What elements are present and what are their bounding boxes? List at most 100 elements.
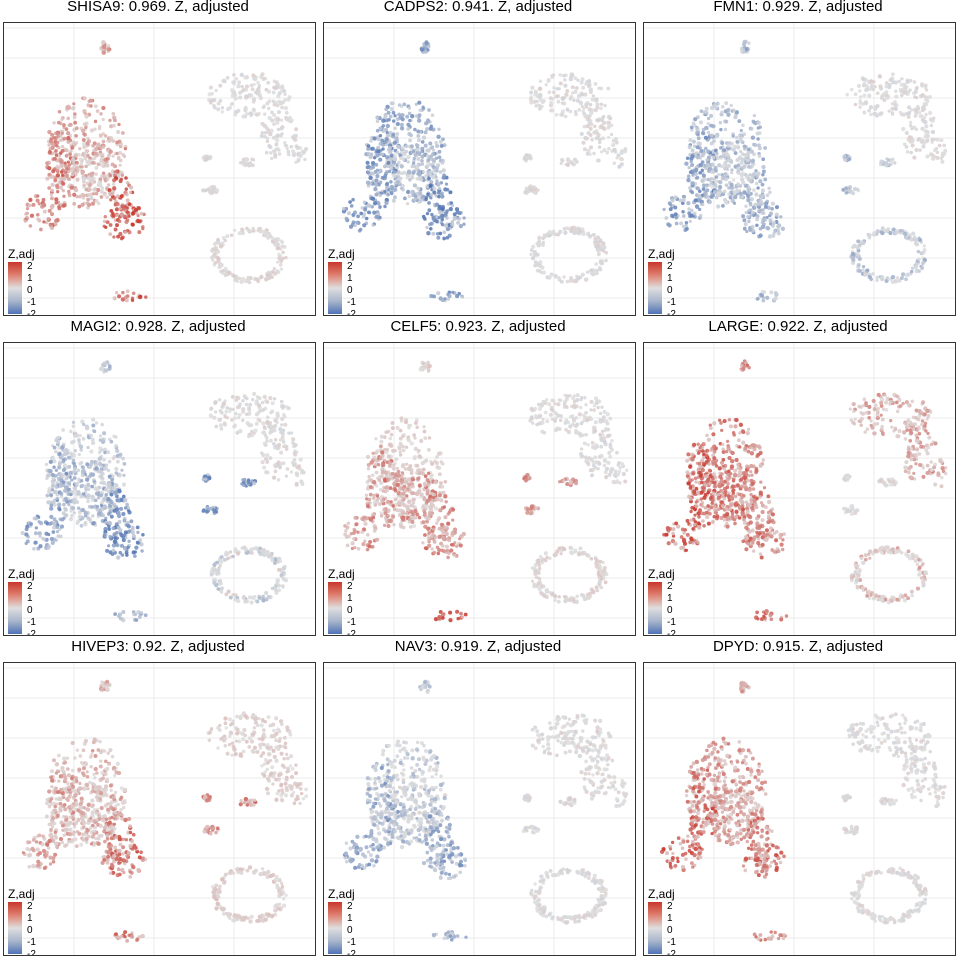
cluster-left-arc bbox=[45, 445, 78, 531]
cell-point bbox=[385, 134, 390, 138]
cell-point bbox=[279, 88, 284, 94]
cell-point bbox=[546, 77, 551, 83]
cell-point bbox=[760, 188, 765, 193]
cell-point bbox=[260, 459, 265, 465]
cell-point bbox=[65, 167, 69, 171]
cell-point bbox=[911, 231, 916, 236]
cell-point bbox=[865, 268, 870, 273]
cell-point bbox=[122, 494, 126, 499]
cell-point bbox=[66, 451, 70, 455]
cell-point bbox=[533, 92, 537, 97]
cell-point bbox=[904, 235, 909, 239]
cell-point bbox=[375, 128, 380, 133]
cell-point bbox=[592, 268, 596, 272]
cell-point bbox=[924, 102, 929, 107]
cell-point bbox=[434, 461, 439, 465]
cell-point bbox=[118, 550, 123, 555]
cell-point bbox=[724, 141, 729, 145]
cell-point bbox=[667, 223, 672, 228]
cell-point bbox=[91, 417, 96, 422]
cell-point bbox=[290, 437, 296, 442]
cell-point bbox=[228, 409, 232, 414]
cell-point bbox=[139, 542, 144, 547]
cell-point bbox=[709, 113, 714, 118]
cell-point bbox=[385, 155, 390, 160]
cell-point bbox=[881, 226, 885, 230]
cell-point bbox=[123, 230, 127, 235]
cell-point bbox=[893, 100, 897, 104]
cell-point bbox=[103, 526, 108, 532]
cell-point bbox=[56, 477, 61, 481]
cell-point bbox=[281, 250, 285, 255]
cell-point bbox=[114, 290, 119, 295]
cell-point bbox=[587, 120, 592, 126]
cell-point bbox=[432, 190, 437, 195]
cell-point bbox=[382, 447, 387, 452]
cell-point bbox=[265, 453, 270, 458]
cell-point bbox=[577, 108, 582, 112]
cell-point bbox=[211, 570, 216, 575]
cell-point bbox=[437, 127, 441, 131]
cell-point bbox=[415, 176, 420, 181]
cell-point bbox=[440, 461, 444, 466]
cell-point bbox=[547, 90, 552, 95]
cell-point bbox=[45, 493, 50, 498]
cell-point bbox=[93, 127, 97, 131]
cell-point bbox=[90, 472, 96, 477]
cell-point bbox=[272, 113, 277, 118]
cell-point bbox=[365, 547, 370, 552]
cell-point bbox=[399, 171, 404, 176]
cell-point bbox=[761, 298, 766, 303]
cell-point bbox=[686, 174, 691, 178]
cell-point bbox=[64, 154, 69, 158]
cell-point bbox=[425, 127, 429, 131]
cell-point bbox=[745, 159, 750, 163]
cell-point bbox=[120, 173, 125, 177]
cell-point bbox=[108, 550, 113, 555]
cell-point bbox=[265, 136, 270, 141]
cell-point bbox=[443, 297, 447, 301]
cell-point bbox=[262, 394, 267, 399]
panel-title: FMN1: 0.929. Z, adjusted bbox=[713, 0, 883, 15]
cell-point bbox=[67, 481, 72, 486]
cell-point bbox=[99, 189, 104, 194]
cell-point bbox=[94, 172, 98, 176]
cell-point bbox=[67, 502, 71, 507]
cell-point bbox=[930, 129, 936, 135]
cell-point bbox=[886, 158, 890, 162]
legend-tick-label: -1 bbox=[347, 297, 356, 308]
cell-point bbox=[112, 455, 117, 459]
cell-point bbox=[111, 543, 117, 548]
cell-point bbox=[112, 296, 117, 301]
cell-point bbox=[105, 548, 110, 553]
cell-point bbox=[225, 406, 230, 410]
cell-point bbox=[242, 162, 246, 167]
cell-point bbox=[384, 200, 389, 205]
cell-point bbox=[90, 160, 95, 165]
cell-point bbox=[109, 124, 114, 129]
cell-point bbox=[385, 513, 390, 519]
cell-point bbox=[378, 126, 383, 131]
cell-point bbox=[376, 137, 381, 142]
cell-point bbox=[695, 145, 700, 150]
cell-point bbox=[267, 554, 271, 559]
cell-point bbox=[884, 81, 889, 85]
cell-point bbox=[121, 131, 125, 135]
cell-point bbox=[109, 514, 114, 519]
cell-point bbox=[275, 133, 281, 138]
cell-point bbox=[749, 197, 754, 202]
cell-point bbox=[213, 400, 218, 405]
cell-point bbox=[384, 163, 389, 168]
cell-point bbox=[295, 145, 300, 151]
cell-point bbox=[741, 42, 747, 47]
cell-point bbox=[125, 502, 129, 507]
cell-point bbox=[107, 485, 112, 490]
cell-point bbox=[698, 171, 702, 175]
cell-point bbox=[396, 173, 400, 177]
cell-point bbox=[580, 104, 584, 109]
cell-point bbox=[421, 135, 427, 140]
cell-point bbox=[225, 234, 230, 239]
cell-point bbox=[940, 159, 945, 164]
cell-point bbox=[897, 278, 902, 283]
cell-point bbox=[50, 479, 55, 484]
